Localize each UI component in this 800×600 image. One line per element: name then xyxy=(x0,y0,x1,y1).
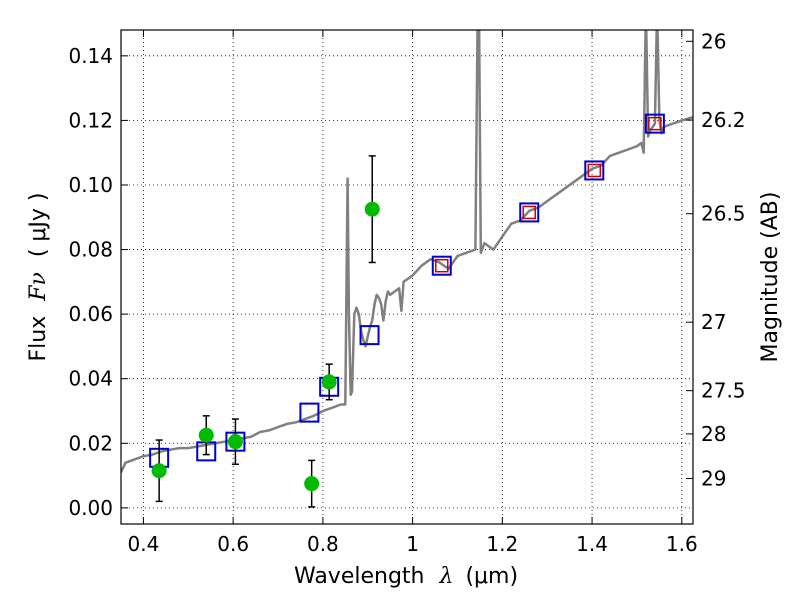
y-axis-label: Flux Fν ( μJy ) xyxy=(26,192,51,361)
plot-background xyxy=(121,30,693,524)
right-tick-label: 26.2 xyxy=(701,108,746,132)
grid-lines xyxy=(121,30,693,524)
y-axis-label-unit: ( μJy ) xyxy=(26,192,51,257)
right-axis-label: Magnitude (AB) xyxy=(758,192,783,363)
spectrum-layer xyxy=(121,30,693,473)
ir-photometry-square xyxy=(587,163,602,178)
right-tick-label: 26 xyxy=(701,29,726,53)
right-tick-labels: 26 26.2 26.5 27 27.5 28 29 xyxy=(701,29,746,490)
y-tick-label: 0.00 xyxy=(68,496,113,520)
y-tick-label: 0.14 xyxy=(68,44,113,68)
ir-photometry-square xyxy=(522,205,537,220)
x-tick-label: 0.6 xyxy=(217,532,249,556)
x-axis-label: Wavelength λ (μm) xyxy=(294,564,518,589)
observed-point xyxy=(321,374,337,390)
model-photometry-square xyxy=(584,160,605,181)
x-axis-label-symbol: λ xyxy=(438,564,453,589)
x-tick-labels: 0.4 0.6 0.8 1 1.2 1.4 1.6 xyxy=(128,532,698,556)
observed-point xyxy=(151,463,167,479)
x-tick-label: 1 xyxy=(406,532,419,556)
ir-photometry-square xyxy=(435,258,449,273)
observed-point xyxy=(227,434,243,450)
plot-frame xyxy=(120,29,694,525)
tick-marks xyxy=(121,30,693,524)
y-tick-labels: 0.00 0.02 0.04 0.06 0.08 0.10 0.12 0.14 xyxy=(68,44,113,520)
x-axis-label-unit: (μm) xyxy=(465,564,518,589)
y-axis-label-prefix: Flux xyxy=(26,316,51,362)
y-tick-label: 0.06 xyxy=(68,302,113,326)
y-tick-label: 0.02 xyxy=(68,431,113,455)
right-tick-label: 28 xyxy=(701,422,726,446)
ir-photometry-square xyxy=(648,116,662,131)
observed-point xyxy=(304,476,320,492)
y-tick-label: 0.10 xyxy=(68,173,113,197)
model-photometry-square xyxy=(299,402,320,423)
model-photometry-square xyxy=(359,325,380,346)
right-tick-label: 27.5 xyxy=(701,379,746,403)
x-tick-label: 0.8 xyxy=(307,532,339,556)
observed-point xyxy=(364,201,380,217)
model-photometry-square xyxy=(644,113,665,134)
y-tick-label: 0.04 xyxy=(68,367,113,391)
y-tick-label: 0.12 xyxy=(68,108,113,132)
right-tick-label: 29 xyxy=(701,466,726,490)
observed-point xyxy=(198,427,214,443)
x-tick-label: 1.6 xyxy=(666,532,698,556)
right-tick-label: 27 xyxy=(701,310,726,334)
model-photometry-square xyxy=(519,202,540,223)
x-tick-label: 1.2 xyxy=(486,532,518,556)
right-tick-label: 26.5 xyxy=(701,202,746,226)
model-photometry-square xyxy=(431,255,452,276)
x-axis-label-prefix: Wavelength xyxy=(294,564,425,589)
spectrum-line xyxy=(121,30,693,473)
y-axis-label-symbol: Fν xyxy=(26,272,51,302)
marker-layer xyxy=(149,113,665,508)
y-tick-label: 0.08 xyxy=(68,238,113,262)
x-tick-label: 1.4 xyxy=(576,532,608,556)
x-tick-label: 0.4 xyxy=(128,532,160,556)
